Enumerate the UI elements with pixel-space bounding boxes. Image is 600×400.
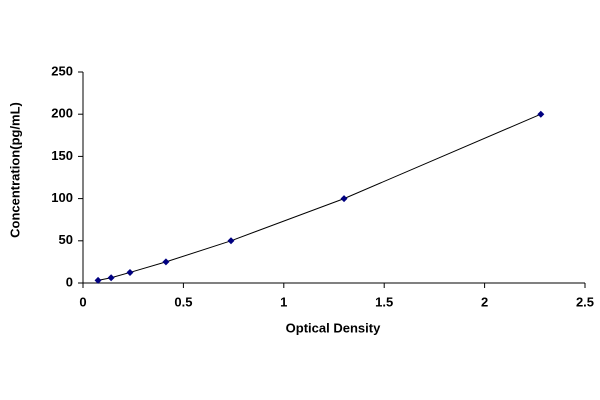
data-point	[126, 268, 134, 276]
x-tick-label: 0.5	[174, 294, 192, 309]
data-point	[227, 237, 235, 245]
x-tick-label: 0	[79, 294, 86, 309]
y-tick-label: 100	[51, 190, 73, 205]
y-axis-label: Concentration(pg/mL)	[7, 102, 22, 238]
x-tick-label: 2	[481, 294, 488, 309]
y-tick-label: 250	[51, 63, 73, 78]
data-point	[94, 276, 102, 284]
data-point	[162, 258, 170, 266]
trend-line	[97, 113, 542, 281]
y-tick-label: 0	[66, 274, 73, 289]
x-tick-label: 1.5	[375, 294, 393, 309]
data-point	[107, 274, 115, 282]
y-tick-label: 50	[59, 232, 73, 247]
x-axis-label: Optical Density	[286, 320, 381, 335]
x-tick-label: 1	[280, 294, 287, 309]
y-tick-label: 200	[51, 106, 73, 121]
y-tick-label: 150	[51, 148, 73, 163]
data-point	[537, 110, 545, 118]
x-tick-label: 2.5	[576, 294, 594, 309]
data-point	[340, 195, 348, 203]
